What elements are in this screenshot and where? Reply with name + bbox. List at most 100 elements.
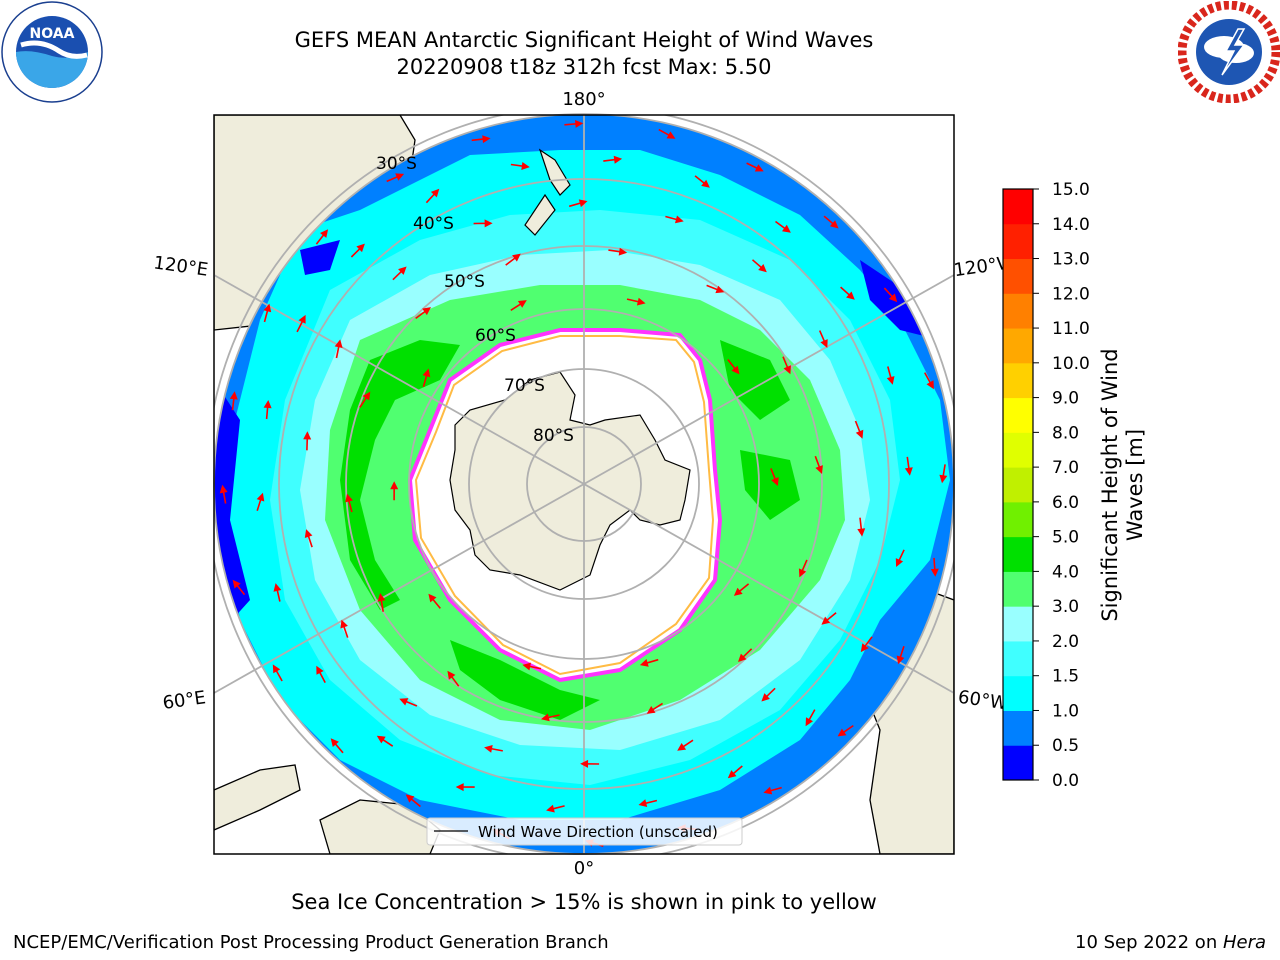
wind-arrow-head — [422, 368, 431, 378]
colorbar-swatch — [1003, 571, 1033, 607]
wind-arrow-head — [272, 664, 281, 674]
wind-arrow-head — [263, 303, 272, 313]
lon-label-120e: 120°E — [152, 252, 209, 280]
wind-arrow-head — [675, 215, 684, 224]
wind-arrow-head — [646, 706, 656, 714]
map-frame — [213, 114, 955, 855]
noaa-logo-text: NOAA — [30, 26, 75, 42]
wind-arrow-head — [398, 266, 407, 275]
wind-arrow-head — [546, 804, 555, 813]
wind-arrow-head — [701, 179, 710, 188]
wind-arrows — [219, 120, 948, 847]
wind-arrow-head — [715, 285, 725, 294]
colorbar-swatch — [1003, 675, 1033, 711]
wind-arrow-head — [345, 493, 353, 503]
lat-label-60s: 60°S — [475, 326, 516, 346]
sea-ice-caption: Sea Ice Concentration > 15% is shown in … — [291, 890, 877, 914]
wind-arrow-head — [837, 728, 847, 737]
colorbar-tick-label: 0.5 — [1052, 736, 1079, 756]
wind-arrow-head — [484, 219, 493, 228]
colorbar-swatch — [1003, 467, 1033, 503]
wind-arrow-head — [636, 297, 646, 306]
wind-arrow-head — [273, 583, 282, 592]
wind-arrow-head — [896, 655, 905, 665]
nws-logo — [1177, 0, 1280, 104]
colorbar: 0.0 0.5 1.0 1.5 2.0 3.0 4.0 5.0 6.0 7.0 8.0 9.0 10.0… — [1002, 180, 1090, 791]
wind-arrow-head — [771, 477, 779, 486]
colorbar-tick-label: 1.5 — [1052, 667, 1079, 687]
lon-label-0: 0° — [574, 858, 594, 879]
wind-arrow-head — [895, 558, 904, 567]
wind-arrow-head — [782, 224, 791, 233]
wind-arrow-head — [820, 339, 828, 348]
colorbar-tick-label: 7.0 — [1052, 458, 1079, 478]
wind-arrow-head — [428, 593, 437, 603]
wind-arrow-head — [219, 484, 228, 494]
wind-arrow-head — [888, 293, 898, 303]
chart-title: GEFS MEAN Antarctic Significant Height o… — [294, 28, 874, 52]
wind-arrow-head — [334, 339, 343, 348]
colorbar-tick-label: 12.0 — [1052, 284, 1090, 304]
lat-label-80s: 80°S — [533, 426, 574, 446]
wind-arrow-head — [763, 786, 773, 795]
wind-arrow-head — [855, 429, 864, 439]
wind-arrow-head — [390, 481, 399, 490]
wind-arrow-head — [430, 188, 440, 198]
colorbar-swatch — [1003, 223, 1033, 260]
lat-label-30s: 30°S — [376, 154, 417, 174]
wind-arrow-head — [829, 220, 839, 229]
footer-date-text: 10 Sep 2022 on — [1075, 932, 1223, 953]
wind-arrow-head — [727, 770, 737, 779]
colorbar-swatch — [1003, 397, 1033, 433]
wind-arrow-head — [805, 717, 813, 727]
wind-arrow-head — [541, 713, 550, 722]
wind-arrow-head — [377, 593, 386, 602]
colorbar-tick-label: 5.0 — [1052, 528, 1079, 548]
wind-arrow-head — [263, 400, 272, 409]
chart-subtitle: 20220908 t18z 312h fcst Max: 5.50 — [396, 55, 772, 79]
wind-arrow-head — [376, 735, 386, 744]
colorbar-tick-label: 13.0 — [1052, 250, 1090, 270]
wind-arrow-head — [512, 253, 521, 262]
wind-arrow-head — [298, 314, 306, 324]
wind-arrow-head — [447, 670, 456, 680]
wind-arrow-head — [738, 653, 747, 662]
wind-arrow-head — [522, 662, 531, 671]
wind-arrow-head — [521, 162, 530, 170]
wind-arrow-head — [303, 431, 312, 440]
wind-arrow-head — [846, 291, 855, 300]
colorbar-tick-label: 2.0 — [1052, 632, 1079, 652]
wind-arrow-head — [405, 794, 415, 803]
wind-arrow-head — [638, 799, 648, 807]
colorbar-tick-label: 0.0 — [1052, 771, 1079, 791]
wind-arrow-head — [733, 587, 743, 596]
wind-arrow-head — [783, 365, 791, 375]
wind-arrow-head — [422, 307, 431, 316]
wind-arrow-head — [304, 529, 313, 538]
wind-arrow-head — [926, 380, 934, 390]
wind-arrow-head — [857, 528, 866, 537]
colorbar-tick-label: 14.0 — [1052, 215, 1090, 235]
wind-arrow-head — [677, 743, 687, 751]
wind-arrow-head — [482, 135, 491, 144]
colorbar-swatch — [1003, 501, 1033, 538]
wind-arrow-head — [320, 229, 329, 238]
wind-arrow-head — [666, 131, 676, 139]
wind-arrow-head — [330, 738, 339, 747]
wind-arrow-head — [758, 264, 767, 273]
colorbar-swatch — [1003, 710, 1033, 746]
wind-arrow-head — [618, 247, 628, 256]
legend-label: Wind Wave Direction (unscaled) — [478, 823, 718, 841]
colorbar-tick-label: 9.0 — [1052, 389, 1079, 409]
colorbar-swatch — [1003, 745, 1033, 781]
colorbar-tick-label: 6.0 — [1052, 493, 1079, 513]
wind-arrow-head — [399, 698, 409, 706]
colorbar-tick-label: 1.0 — [1052, 701, 1079, 721]
wind-arrow-head — [484, 745, 493, 753]
wind-arrow-head — [754, 164, 764, 172]
lat-label-70s: 70°S — [504, 376, 545, 396]
colorbar-swatch — [1003, 189, 1033, 225]
colorbar-tick-label: 3.0 — [1052, 597, 1079, 617]
lon-label-60e: 60°E — [161, 687, 207, 714]
